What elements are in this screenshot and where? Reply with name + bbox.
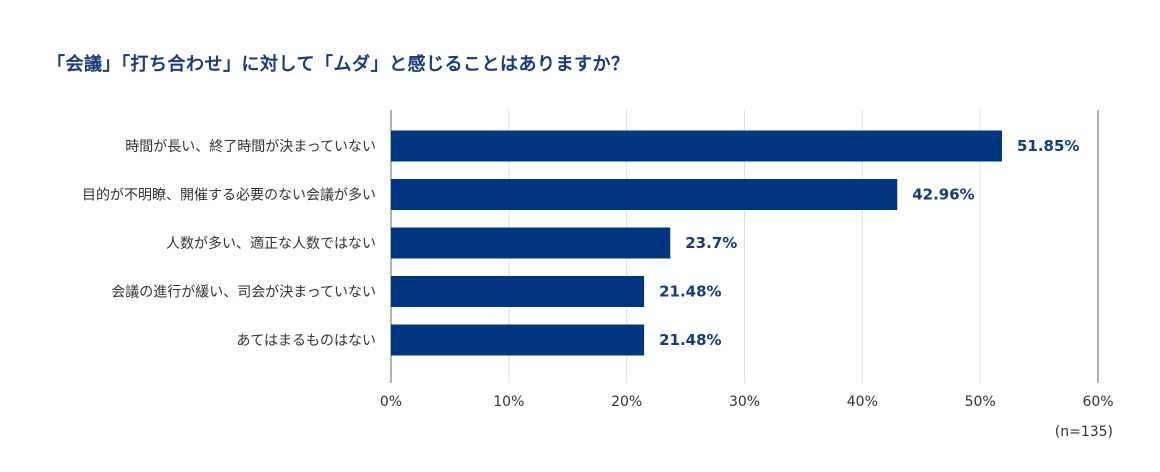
x-tick-label: 30% — [729, 394, 760, 410]
value-label: 23.7% — [685, 234, 737, 252]
x-tick-label: 10% — [493, 394, 524, 410]
bar — [391, 227, 671, 259]
x-tick-label: 20% — [611, 394, 642, 410]
value-label: 21.48% — [659, 283, 721, 301]
category-label: 会議の進行が緩い、司会が決まっていない — [111, 284, 376, 301]
category-label: あてはまるものはない — [237, 333, 376, 349]
value-label: 42.96% — [912, 186, 974, 204]
category-label: 人数が多い、適正な人数ではない — [166, 235, 376, 252]
bar — [391, 324, 645, 356]
x-tick-label: 40% — [847, 394, 878, 410]
bar — [391, 130, 1002, 162]
x-tick-label: 0% — [380, 394, 402, 410]
bar — [391, 276, 645, 307]
x-tick-label: 50% — [965, 394, 996, 410]
category-label: 目的が不明瞭、開催する必要のない会議が多い — [82, 187, 376, 204]
chart-title: 「会議」「打ち合わせ」に対して「ムダ」と感じることはありますか？ — [47, 54, 630, 75]
value-label: 51.85% — [1017, 137, 1079, 155]
sample-size-note: (n=135) — [1054, 424, 1113, 440]
x-tick-label: 60% — [1082, 394, 1113, 410]
category-label: 時間が長い、終了時間が決まっていない — [125, 139, 376, 155]
bar — [391, 179, 898, 210]
value-label: 21.48% — [659, 331, 721, 349]
